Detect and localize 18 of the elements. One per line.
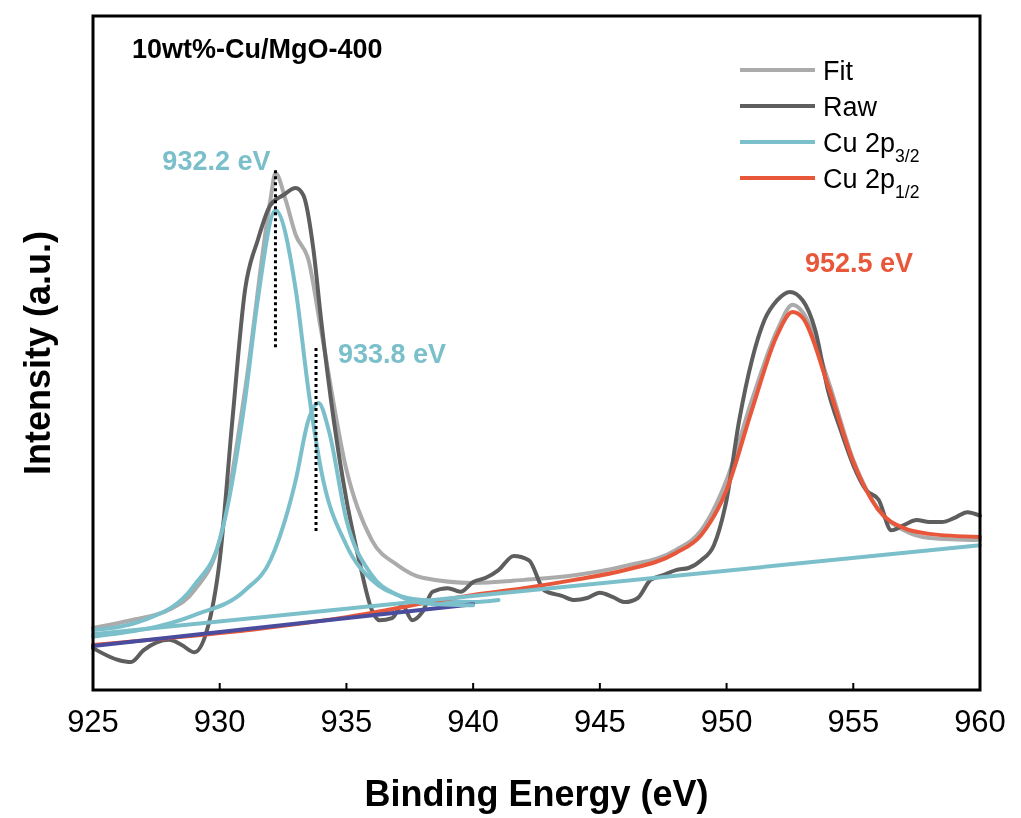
legend-label: Cu 2p$_{3/2}$	[823, 128, 920, 166]
x-tick-label: 960	[954, 704, 1006, 739]
x-tick-label: 930	[193, 704, 246, 739]
annotation: 932.2 eV	[162, 146, 271, 177]
legend-label: Cu 2p$_{1/2}$	[823, 164, 920, 202]
legend-label: Raw	[823, 92, 878, 122]
x-tick-label: 940	[447, 704, 500, 739]
legend-label: Fit	[823, 56, 854, 86]
annotation: 952.5 eV	[804, 248, 914, 279]
y-axis-title: Intensity (a.u.)	[17, 230, 58, 476]
annotation: 933.8 eV	[338, 339, 447, 370]
x-tick-label: 945	[573, 704, 626, 739]
x-tick-label: 950	[700, 704, 753, 739]
text: 10wt%-Cu/MgO-400	[132, 34, 383, 64]
x-axis-title: Binding Energy (eV)	[364, 773, 709, 814]
x-tick-label: 935	[320, 704, 373, 739]
x-tick-label: 925	[67, 704, 119, 739]
x-tick-label: 955	[827, 704, 880, 739]
